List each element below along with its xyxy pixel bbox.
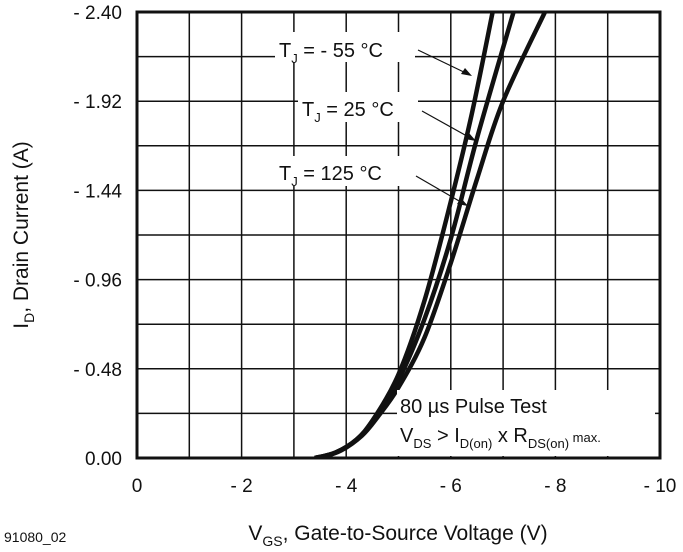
y-tick-label: - 1.44 xyxy=(73,181,122,202)
x-tick-label: - 4 xyxy=(335,476,358,497)
tick-labels: 0 - 2 - 4 - 6 - 8 - 10 0.00 - 0.48 - 0.96 - 1.44 -… xyxy=(73,3,676,497)
y-tick-label: 0.00 xyxy=(85,449,122,470)
series-line-2 xyxy=(319,12,547,458)
curves xyxy=(314,12,547,458)
x-tick-label: - 8 xyxy=(544,476,566,497)
series-label-125: TJ = 125 °C xyxy=(275,156,468,206)
y-tick-label: - 1.92 xyxy=(73,92,122,113)
y-axis-label: ID, Drain Current (A) xyxy=(10,141,37,329)
vds-condition: VDS > ID(on) x RDS(on) max. xyxy=(400,425,601,451)
series-label-m55: TJ = - 55 °C xyxy=(275,32,472,76)
y-tick-label: - 2.40 xyxy=(73,3,122,24)
series-label-25: TJ = 25 °C xyxy=(298,92,476,141)
x-tick-label: 0 xyxy=(132,476,143,497)
x-tick-label: - 2 xyxy=(231,476,253,497)
x-tick-label: - 6 xyxy=(440,476,462,497)
figure-id: 91080_02 xyxy=(4,529,67,545)
pulse-test-note: 80 µs Pulse Test xyxy=(400,396,547,418)
svg-text:TJ = 125 °C: TJ = 125 °C xyxy=(279,163,382,189)
test-conditions: 80 µs Pulse Test VDS > ID(on) x RDS(on) … xyxy=(397,390,655,456)
y-tick-label: - 0.48 xyxy=(73,360,122,381)
svg-text:TJ = - 55 °C: TJ = - 55 °C xyxy=(279,40,383,66)
svg-text:TJ = 25 °C: TJ = 25 °C xyxy=(302,99,394,125)
plot-frame xyxy=(135,10,662,460)
x-axis-label: VGS, Gate-to-Source Voltage (V) xyxy=(248,522,547,549)
x-tick-label: - 10 xyxy=(644,476,677,497)
y-tick-label: - 0.96 xyxy=(73,271,122,292)
